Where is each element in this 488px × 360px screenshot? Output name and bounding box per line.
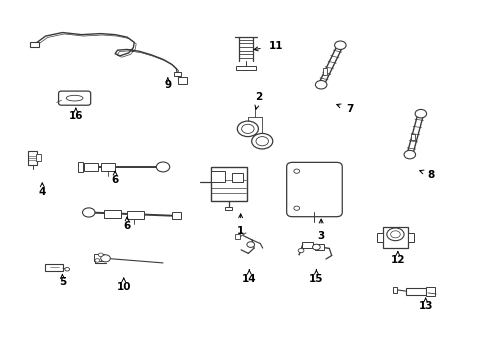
Text: 11: 11: [268, 41, 283, 51]
Circle shape: [312, 244, 320, 250]
Text: 13: 13: [418, 301, 432, 311]
Circle shape: [156, 162, 169, 172]
Text: 14: 14: [242, 274, 256, 284]
Text: 12: 12: [390, 256, 404, 265]
Bar: [376, 233, 382, 242]
Circle shape: [386, 228, 403, 241]
Bar: [30, 42, 40, 47]
Bar: [315, 244, 324, 250]
Text: 2: 2: [255, 92, 262, 102]
Bar: [28, 152, 37, 165]
Text: 5: 5: [59, 277, 66, 287]
Bar: [94, 254, 103, 261]
Bar: [425, 287, 434, 296]
Bar: [302, 242, 312, 248]
Bar: [323, 68, 326, 75]
Bar: [410, 134, 414, 140]
Ellipse shape: [66, 95, 83, 101]
Circle shape: [237, 121, 258, 136]
Circle shape: [95, 259, 100, 262]
Bar: [392, 287, 396, 293]
Circle shape: [414, 109, 426, 118]
Circle shape: [293, 206, 299, 210]
Circle shape: [64, 267, 69, 271]
Circle shape: [403, 150, 415, 159]
Circle shape: [241, 124, 254, 134]
Circle shape: [101, 255, 110, 262]
Bar: [179, 78, 185, 83]
Bar: [171, 212, 181, 219]
Bar: [382, 226, 407, 248]
Text: 15: 15: [308, 274, 323, 284]
Circle shape: [246, 242, 254, 247]
Text: 3: 3: [317, 231, 324, 242]
Bar: [232, 174, 242, 182]
Bar: [236, 66, 255, 69]
Bar: [45, 264, 63, 271]
Circle shape: [82, 208, 95, 217]
Bar: [126, 211, 143, 219]
Text: 10: 10: [116, 282, 131, 292]
Circle shape: [298, 248, 304, 253]
Circle shape: [293, 169, 299, 173]
Bar: [173, 72, 181, 76]
Text: 16: 16: [68, 111, 83, 121]
Text: 7: 7: [346, 104, 353, 114]
Text: 6: 6: [123, 221, 130, 231]
Text: 8: 8: [427, 170, 434, 180]
Text: 1: 1: [237, 226, 244, 236]
Text: 9: 9: [164, 80, 171, 90]
Circle shape: [256, 136, 268, 146]
Bar: [235, 234, 240, 239]
FancyBboxPatch shape: [59, 91, 90, 105]
Circle shape: [315, 81, 326, 89]
Circle shape: [251, 134, 272, 149]
Bar: [84, 163, 98, 171]
Bar: [211, 171, 224, 182]
Circle shape: [390, 231, 399, 238]
Text: 6: 6: [111, 175, 119, 185]
Bar: [78, 162, 83, 172]
Bar: [407, 233, 413, 242]
Bar: [104, 210, 121, 218]
Circle shape: [334, 41, 346, 49]
Bar: [405, 288, 425, 294]
Text: 4: 4: [39, 187, 46, 197]
Bar: [224, 207, 232, 210]
FancyBboxPatch shape: [286, 162, 342, 217]
Bar: [210, 167, 246, 201]
Circle shape: [98, 253, 103, 257]
Bar: [101, 163, 115, 171]
Bar: [178, 77, 186, 84]
Bar: [36, 154, 41, 161]
